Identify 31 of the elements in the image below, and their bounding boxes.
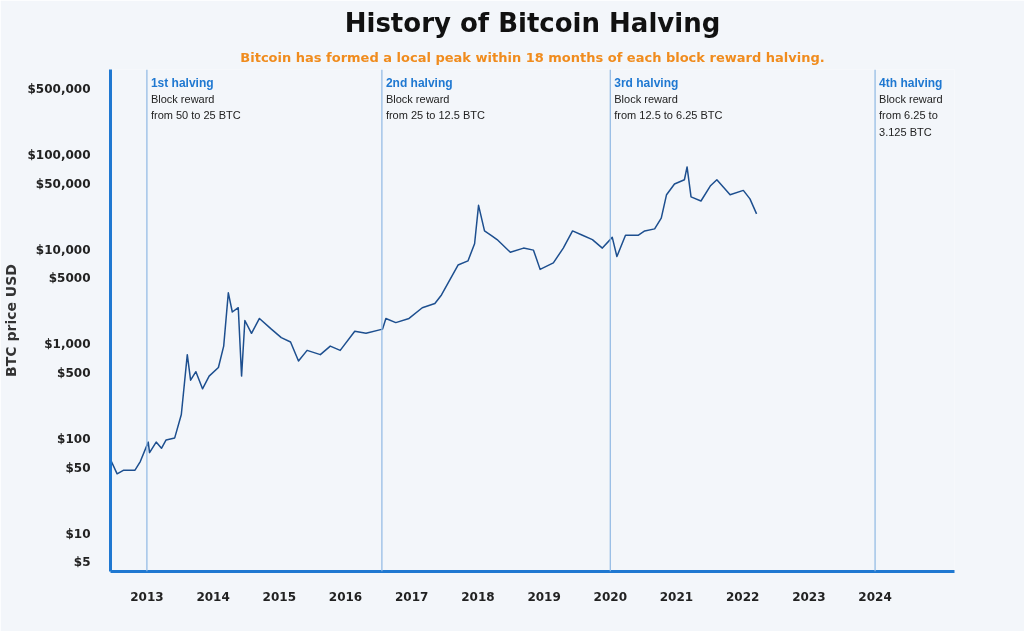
- x-tick-label: 2021: [659, 589, 694, 604]
- x-tick-label: 2019: [527, 589, 561, 604]
- y-tick-label: $5: [73, 555, 91, 570]
- x-tick-label: 2014: [196, 589, 230, 604]
- y-tick-label: $10,000: [35, 242, 91, 257]
- y-tick-label: $50: [65, 460, 91, 475]
- y-tick-label: $500,000: [27, 81, 91, 96]
- x-tick-label: 2016: [328, 589, 363, 604]
- x-tick-label: 2013: [130, 589, 164, 604]
- chart-subtitle: Bitcoin has formed a local peak within 18 months of each block reward halving.: [240, 49, 825, 65]
- y-tick-label: $100,000: [27, 148, 91, 163]
- x-tick-label: 2024: [858, 589, 892, 604]
- ref-line-label: 3rd halving Block reward from 12.5 to 6.25 BTC: [614, 75, 723, 122]
- y-axis-title: BTC price USD: [3, 264, 20, 377]
- y-tick-label: $100: [57, 432, 91, 447]
- ref-line-label: 4th halving Block reward from 6.25 to 3.125 BTC: [879, 75, 943, 139]
- x-tick-label: 2017: [394, 589, 429, 604]
- x-tick-label: 2015: [262, 589, 297, 604]
- chart-title: History of Bitcoin Halving: [344, 7, 721, 38]
- y-tick-label: $10: [65, 526, 91, 541]
- y-tick-label: $5000: [48, 271, 91, 286]
- ref-line-label: 1st halving Block reward from 50 to 25 BTC: [150, 75, 241, 122]
- y-tick-label: $500: [57, 365, 91, 380]
- ref-line-label: 2nd halving Block reward from 25 to 12.5 BTC: [385, 75, 485, 122]
- x-tick-label: 2023: [792, 589, 826, 604]
- x-tick-label: 2020: [593, 589, 627, 604]
- x-tick-label: 2018: [461, 589, 495, 604]
- y-tick-label: $50,000: [35, 176, 91, 191]
- line-series: [110, 166, 758, 475]
- y-tick-label: $1,000: [44, 337, 91, 352]
- x-tick-label: 2022: [725, 589, 760, 604]
